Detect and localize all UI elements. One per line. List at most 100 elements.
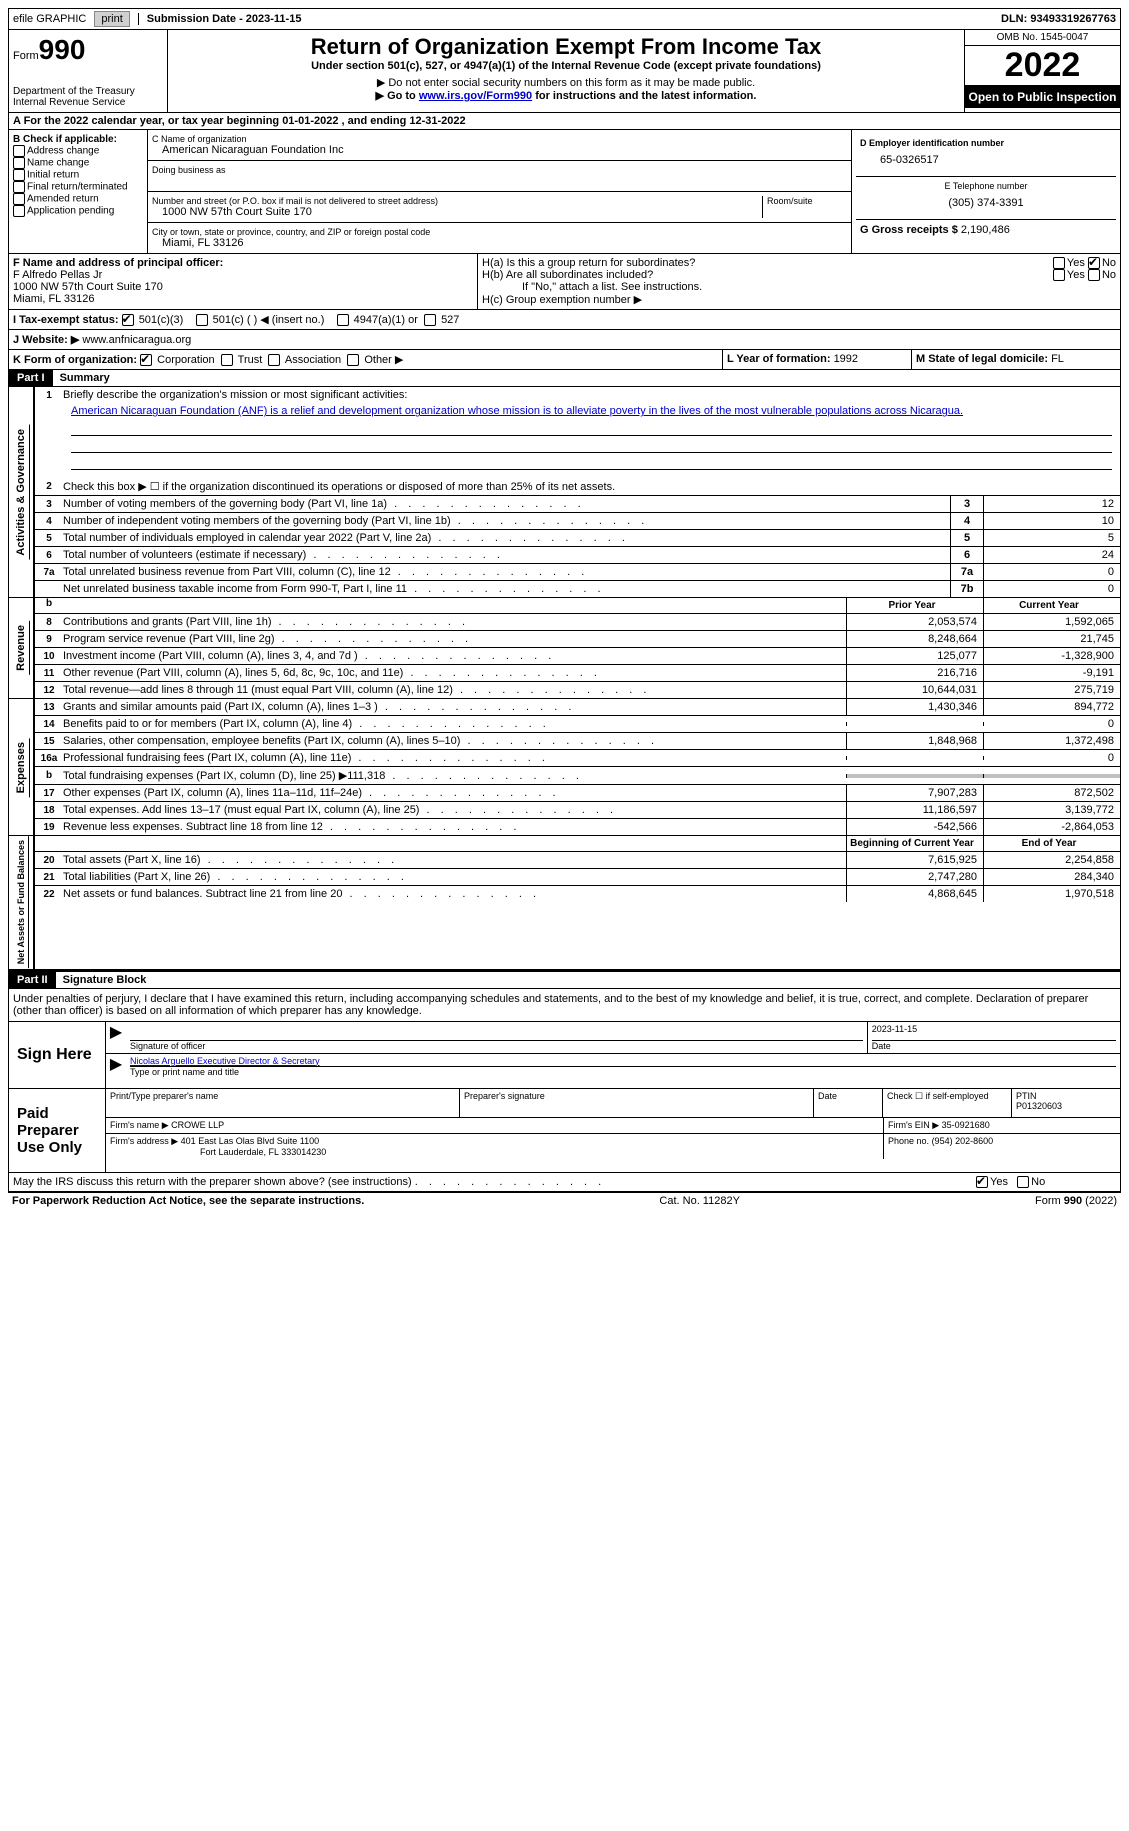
line-prior: 7,907,283 [846, 785, 984, 801]
firm-phone-label: Phone no. [888, 1136, 929, 1146]
line-desc: Contributions and grants (Part VIII, lin… [63, 614, 846, 630]
line-prior: 1,430,346 [846, 699, 984, 715]
cb-4947[interactable] [337, 314, 349, 326]
line-value: 10 [984, 513, 1120, 529]
line-klm: K Form of organization: Corporation Trus… [8, 350, 1121, 370]
line-prior: -542,566 [846, 819, 984, 835]
line-num: 1 [35, 390, 63, 401]
org-name-label: C Name of organization [152, 134, 847, 144]
gross-value: 2,190,486 [961, 224, 1010, 236]
line-current: -1,328,900 [984, 648, 1120, 664]
cb-trust[interactable] [221, 354, 233, 366]
line-desc: Grants and similar amounts paid (Part IX… [63, 699, 846, 715]
line-prior: 8,248,664 [846, 631, 984, 647]
section-b-label: B Check if applicable: [13, 134, 143, 145]
line-prior [846, 756, 984, 760]
line-num: 18 [35, 805, 63, 816]
footer-left: For Paperwork Reduction Act Notice, see … [12, 1195, 364, 1207]
section-fh: F Name and address of principal officer:… [8, 254, 1121, 310]
phone-label: E Telephone number [860, 181, 1112, 191]
gross-label: G Gross receipts $ [860, 224, 958, 236]
line-num: 10 [35, 651, 63, 662]
line-num: 2 [35, 481, 63, 492]
line-desc: Other expenses (Part IX, column (A), lin… [63, 785, 846, 801]
cb-label: Final return/terminated [27, 182, 128, 193]
dln: DLN: 93493319267763 [1001, 13, 1116, 25]
form-header: Form990 Department of the Treasury Inter… [8, 30, 1121, 113]
line-value: 0 [984, 564, 1120, 580]
line-box: 3 [950, 496, 984, 512]
cb-527[interactable] [424, 314, 436, 326]
state-domicile: FL [1051, 353, 1064, 365]
prep-sig-label: Preparer's signature [464, 1091, 809, 1101]
cb-label: Amended return [27, 194, 99, 205]
city-value: Miami, FL 33126 [152, 237, 847, 249]
vert-expenses: Expenses [13, 738, 30, 797]
line-desc: Total unrelated business revenue from Pa… [63, 564, 950, 580]
checkbox-app-pending[interactable] [13, 205, 25, 217]
checkbox-name-change[interactable] [13, 157, 25, 169]
discuss-no[interactable] [1017, 1176, 1029, 1188]
cb-501c3[interactable] [122, 314, 134, 326]
line-value: 0 [984, 581, 1120, 597]
line-current: 3,139,772 [984, 802, 1120, 818]
top-bar: efile GRAPHIC print Submission Date - 20… [8, 8, 1121, 30]
line-current: 1,372,498 [984, 733, 1120, 749]
opt-501c: 501(c) ( ) ◀ (insert no.) [213, 314, 325, 326]
line-num: 16a [35, 753, 63, 764]
checkbox-final-return[interactable] [13, 181, 25, 193]
line-current [984, 774, 1120, 778]
line-num: 21 [35, 872, 63, 883]
cb-other[interactable] [347, 354, 359, 366]
revenue-section: Revenue b Prior Year Current Year 8 Cont… [8, 598, 1121, 699]
ha-no[interactable] [1088, 257, 1100, 269]
hb-no[interactable] [1088, 269, 1100, 281]
dba-value [152, 175, 847, 187]
cb-corp[interactable] [140, 354, 152, 366]
opt-corp: Corporation [157, 354, 214, 366]
firm-addr: 401 East Las Olas Blvd Suite 1100 [181, 1136, 319, 1146]
discuss-label: May the IRS discuss this return with the… [13, 1176, 412, 1188]
hb-yes[interactable] [1053, 269, 1065, 281]
officer-name-title: Nicolas Arguello Executive Director & Se… [130, 1056, 1116, 1066]
checkbox-amended[interactable] [13, 193, 25, 205]
cb-assoc[interactable] [268, 354, 280, 366]
line-desc: Total fundraising expenses (Part IX, col… [63, 767, 846, 784]
check-if-label: Check ☐ if self-employed [887, 1091, 1007, 1102]
line-num: 9 [35, 634, 63, 645]
line-current: 872,502 [984, 785, 1120, 801]
form-note2: ▶ Go to www.irs.gov/Form990 for instruct… [172, 89, 960, 102]
checkbox-initial-return[interactable] [13, 169, 25, 181]
line-desc: Investment income (Part VIII, column (A)… [63, 648, 846, 664]
line-desc: Total revenue—add lines 8 through 11 (mu… [63, 682, 846, 698]
sig-officer-label: Signature of officer [130, 1040, 863, 1051]
irs-link[interactable]: www.irs.gov/Form990 [419, 90, 532, 102]
line-box: 4 [950, 513, 984, 529]
section-b: B Check if applicable: Address change Na… [9, 130, 148, 253]
line-current: 21,745 [984, 631, 1120, 647]
line-num: 4 [35, 516, 63, 527]
line-desc: Total expenses. Add lines 13–17 (must eq… [63, 802, 846, 818]
form-number: 990 [39, 34, 86, 65]
line-num: 15 [35, 736, 63, 747]
print-button[interactable]: print [94, 11, 129, 27]
col-blank [63, 598, 846, 613]
line-current: 284,340 [984, 869, 1120, 885]
cb-501c[interactable] [196, 314, 208, 326]
checkbox-address-change[interactable] [13, 145, 25, 157]
note2-pre: ▶ Go to [376, 90, 419, 102]
discuss-yes[interactable] [976, 1176, 988, 1188]
cb-label: Name change [27, 158, 89, 169]
org-name: American Nicaraguan Foundation Inc [152, 144, 847, 156]
line-desc: Other revenue (Part VIII, column (A), li… [63, 665, 846, 681]
ha-yes[interactable] [1053, 257, 1065, 269]
dots [415, 1176, 606, 1188]
sign-here-block: Sign Here ▶ Signature of officer 2023-11… [8, 1022, 1121, 1089]
col-blank: b [35, 598, 63, 613]
line-box: 7b [950, 581, 984, 597]
addr-value: 1000 NW 57th Court Suite 170 [152, 206, 762, 218]
section-c: C Name of organization American Nicaragu… [148, 130, 852, 253]
line-desc: Number of voting members of the governin… [63, 496, 950, 512]
line-num: 12 [35, 685, 63, 696]
year-formation: 1992 [834, 353, 858, 365]
